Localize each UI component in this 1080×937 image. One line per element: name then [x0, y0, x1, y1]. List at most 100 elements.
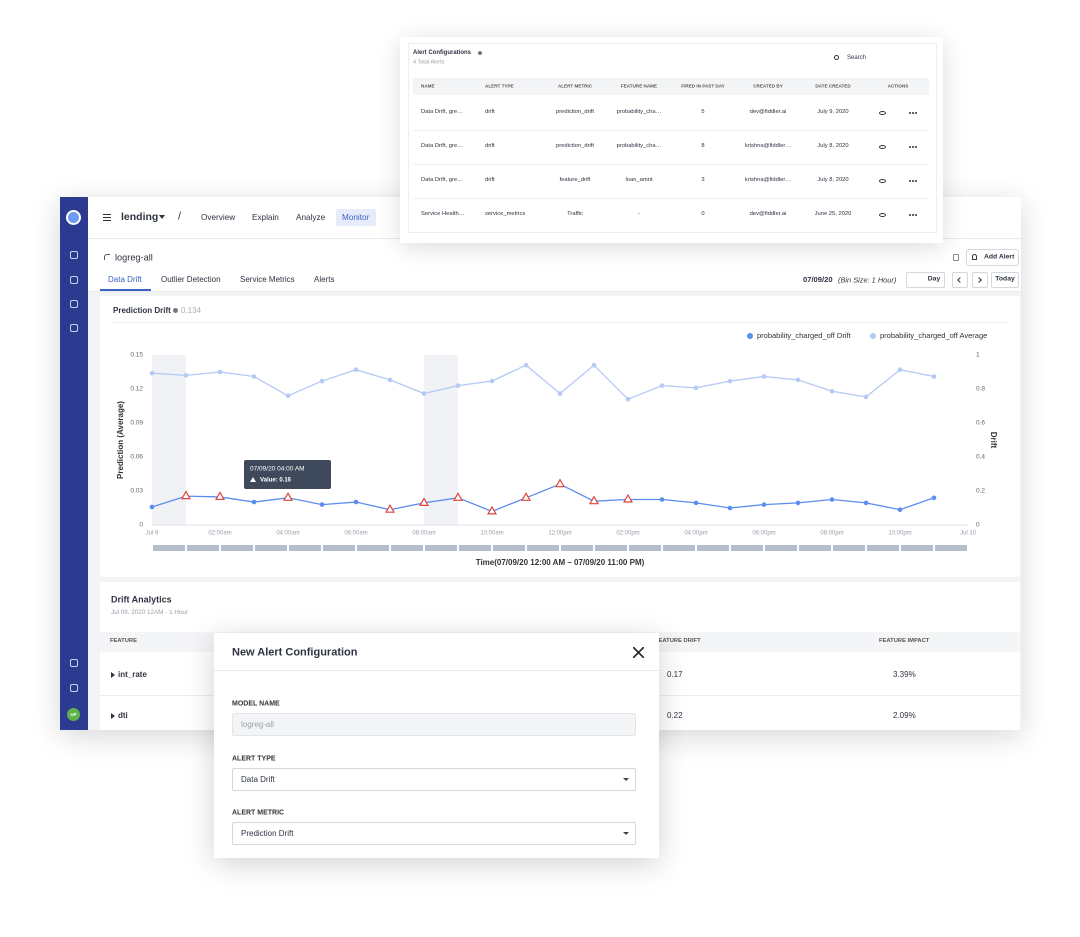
tab[interactable]: Data Drift [108, 275, 142, 284]
period-button[interactable] [906, 272, 945, 288]
close-button[interactable] [633, 647, 644, 658]
table-cell: Traffic [567, 211, 583, 218]
menu-icon[interactable] [103, 220, 111, 222]
field-label: MODEL NAME [232, 700, 280, 708]
view-icon[interactable] [879, 145, 886, 149]
column-header[interactable]: FEATURE [110, 638, 137, 645]
logo [66, 210, 81, 225]
sidebar-icon[interactable] [70, 251, 78, 259]
table-cell: krishna@fiddler… [744, 143, 792, 150]
more-icon[interactable] [909, 180, 911, 182]
dropdown-caret [159, 215, 165, 219]
bell-icon [972, 254, 977, 260]
column-header[interactable]: DATE CREATED [815, 83, 851, 89]
select-input[interactable] [232, 768, 636, 791]
column-header[interactable]: FEATURE NAME [620, 83, 658, 89]
today-button[interactable] [991, 272, 1019, 288]
more-icon[interactable] [909, 214, 911, 216]
period-label[interactable]: Day [927, 275, 941, 283]
next-button[interactable] [972, 272, 988, 288]
row-divider [413, 130, 929, 131]
column-header[interactable]: ALERT METRIC [557, 83, 593, 89]
add-alert-button[interactable] [966, 249, 1019, 266]
feature-name: dti [118, 711, 128, 720]
search-icon[interactable] [834, 55, 839, 60]
select-input[interactable] [232, 822, 636, 845]
more-icon[interactable] [909, 112, 911, 114]
sidebar-icon[interactable] [70, 324, 78, 332]
info-icon [478, 51, 482, 55]
table-cell: feature_drift [559, 177, 591, 184]
column-header[interactable]: FEATURE IMPACT [879, 638, 930, 645]
view-icon[interactable] [879, 213, 886, 217]
menu-icon[interactable] [103, 214, 111, 216]
column-header[interactable]: FIRED IN PAST DAY [681, 83, 725, 89]
feature-name: int_rate [118, 670, 147, 679]
field-label: ALERT METRIC [232, 809, 285, 817]
tab[interactable]: Outlier Detection [161, 275, 221, 284]
select-value[interactable]: Data Drift [241, 775, 275, 784]
project-name[interactable]: lending [121, 210, 159, 223]
input-value: logreg-all [241, 720, 274, 729]
add-alert-label[interactable]: Add Alert [984, 253, 1015, 261]
row-divider [413, 232, 929, 233]
chart-title-value: 0.134 [181, 306, 202, 315]
select-caret [623, 778, 629, 781]
avatar-initials: UP [70, 711, 77, 717]
today-label[interactable]: Today [995, 275, 1015, 283]
modal-title: New Alert Configuration [232, 646, 358, 658]
tab[interactable]: Alerts [314, 275, 335, 284]
table-cell: 5 [701, 109, 705, 116]
chart-header-divider [113, 322, 1008, 323]
tab[interactable]: Service Metrics [240, 275, 295, 284]
panel-title: Alert Configurations [413, 50, 471, 56]
table-cell: Service Health… [421, 211, 465, 218]
sidebar [60, 197, 88, 730]
search[interactable]: Search [847, 55, 867, 61]
nav-item[interactable]: Analyze [296, 212, 326, 222]
back-icon[interactable] [104, 254, 110, 260]
sidebar-icon[interactable] [70, 659, 78, 667]
expand-caret[interactable] [111, 672, 115, 678]
prev-button[interactable] [952, 272, 968, 288]
sidebar-icon[interactable] [70, 684, 78, 692]
view-icon[interactable] [879, 111, 886, 115]
nav-item[interactable]: Monitor [342, 212, 370, 222]
bin-size: (Bin Size: 1 Hour) [838, 275, 897, 285]
table-cell: 3 [701, 177, 705, 184]
doc-icon[interactable] [953, 254, 959, 261]
nav-item[interactable]: Overview [201, 212, 236, 222]
alert-config-frame [408, 43, 937, 233]
more-icon[interactable] [909, 146, 911, 148]
feature-impact: 2.09% [893, 711, 916, 720]
view-icon[interactable] [879, 179, 886, 183]
chart-card [100, 296, 1020, 577]
sidebar-icon[interactable] [70, 276, 78, 284]
date: 07/09/20 [803, 275, 833, 285]
table-cell: - [638, 211, 640, 218]
column-header[interactable]: NAME [421, 83, 435, 89]
expand-caret[interactable] [111, 713, 115, 719]
select-caret [623, 832, 629, 835]
table-cell: dev@fiddler.ai [749, 109, 787, 116]
table-cell: July 8, 2020 [817, 177, 849, 184]
column-header: ACTIONS [887, 83, 909, 89]
table-cell: 0 [701, 211, 705, 218]
tab-underline [100, 289, 151, 291]
menu-icon[interactable] [103, 217, 111, 219]
table-cell: 8 [701, 143, 705, 150]
sidebar-icon[interactable] [70, 300, 78, 308]
section-title: Drift Analytics [111, 594, 172, 605]
table-cell: probability_cha… [616, 109, 662, 116]
field-label: ALERT TYPE [232, 755, 276, 763]
column-header[interactable]: ALERT TYPE [485, 83, 514, 89]
table-cell: dev@fiddler.ai [749, 211, 787, 218]
nav-item[interactable]: Explain [252, 212, 279, 222]
nav-active-bg [336, 209, 376, 226]
breadcrumb-separator: / [178, 210, 182, 223]
column-header[interactable]: CREATED BY [753, 83, 783, 89]
column-header[interactable]: FEATURE DRIFT [655, 638, 701, 645]
select-value[interactable]: Prediction Drift [241, 829, 294, 838]
row-divider [413, 164, 929, 165]
